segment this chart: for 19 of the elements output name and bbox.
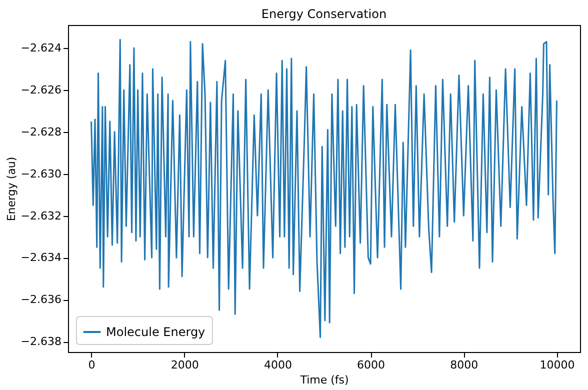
y-axis-title: Energy (au) <box>4 156 18 222</box>
y-tick-label: −2.636 <box>20 293 62 306</box>
line-series <box>90 38 558 338</box>
x-tick-label: 2000 <box>170 358 199 372</box>
y-tick-label: −2.634 <box>20 251 62 264</box>
x-tick-label: 10000 <box>540 358 575 372</box>
chart-title: Energy Conservation <box>261 7 387 21</box>
x-axis-title: Time (fs) <box>299 374 349 386</box>
legend-label: Molecule Energy <box>106 325 206 339</box>
y-tick-label: −2.638 <box>20 335 62 348</box>
y-tick-label: −2.628 <box>20 125 62 138</box>
x-tick-label: 0 <box>88 358 96 372</box>
y-tick-label: −2.632 <box>20 209 62 222</box>
x-tick-label: 4000 <box>264 358 292 372</box>
x-tick-label: 8000 <box>450 358 478 372</box>
y-tick-label: −2.630 <box>20 167 62 180</box>
x-tick-label: 6000 <box>357 358 386 372</box>
y-tick-label: −2.624 <box>20 42 62 55</box>
y-tick-label: −2.626 <box>20 83 62 96</box>
